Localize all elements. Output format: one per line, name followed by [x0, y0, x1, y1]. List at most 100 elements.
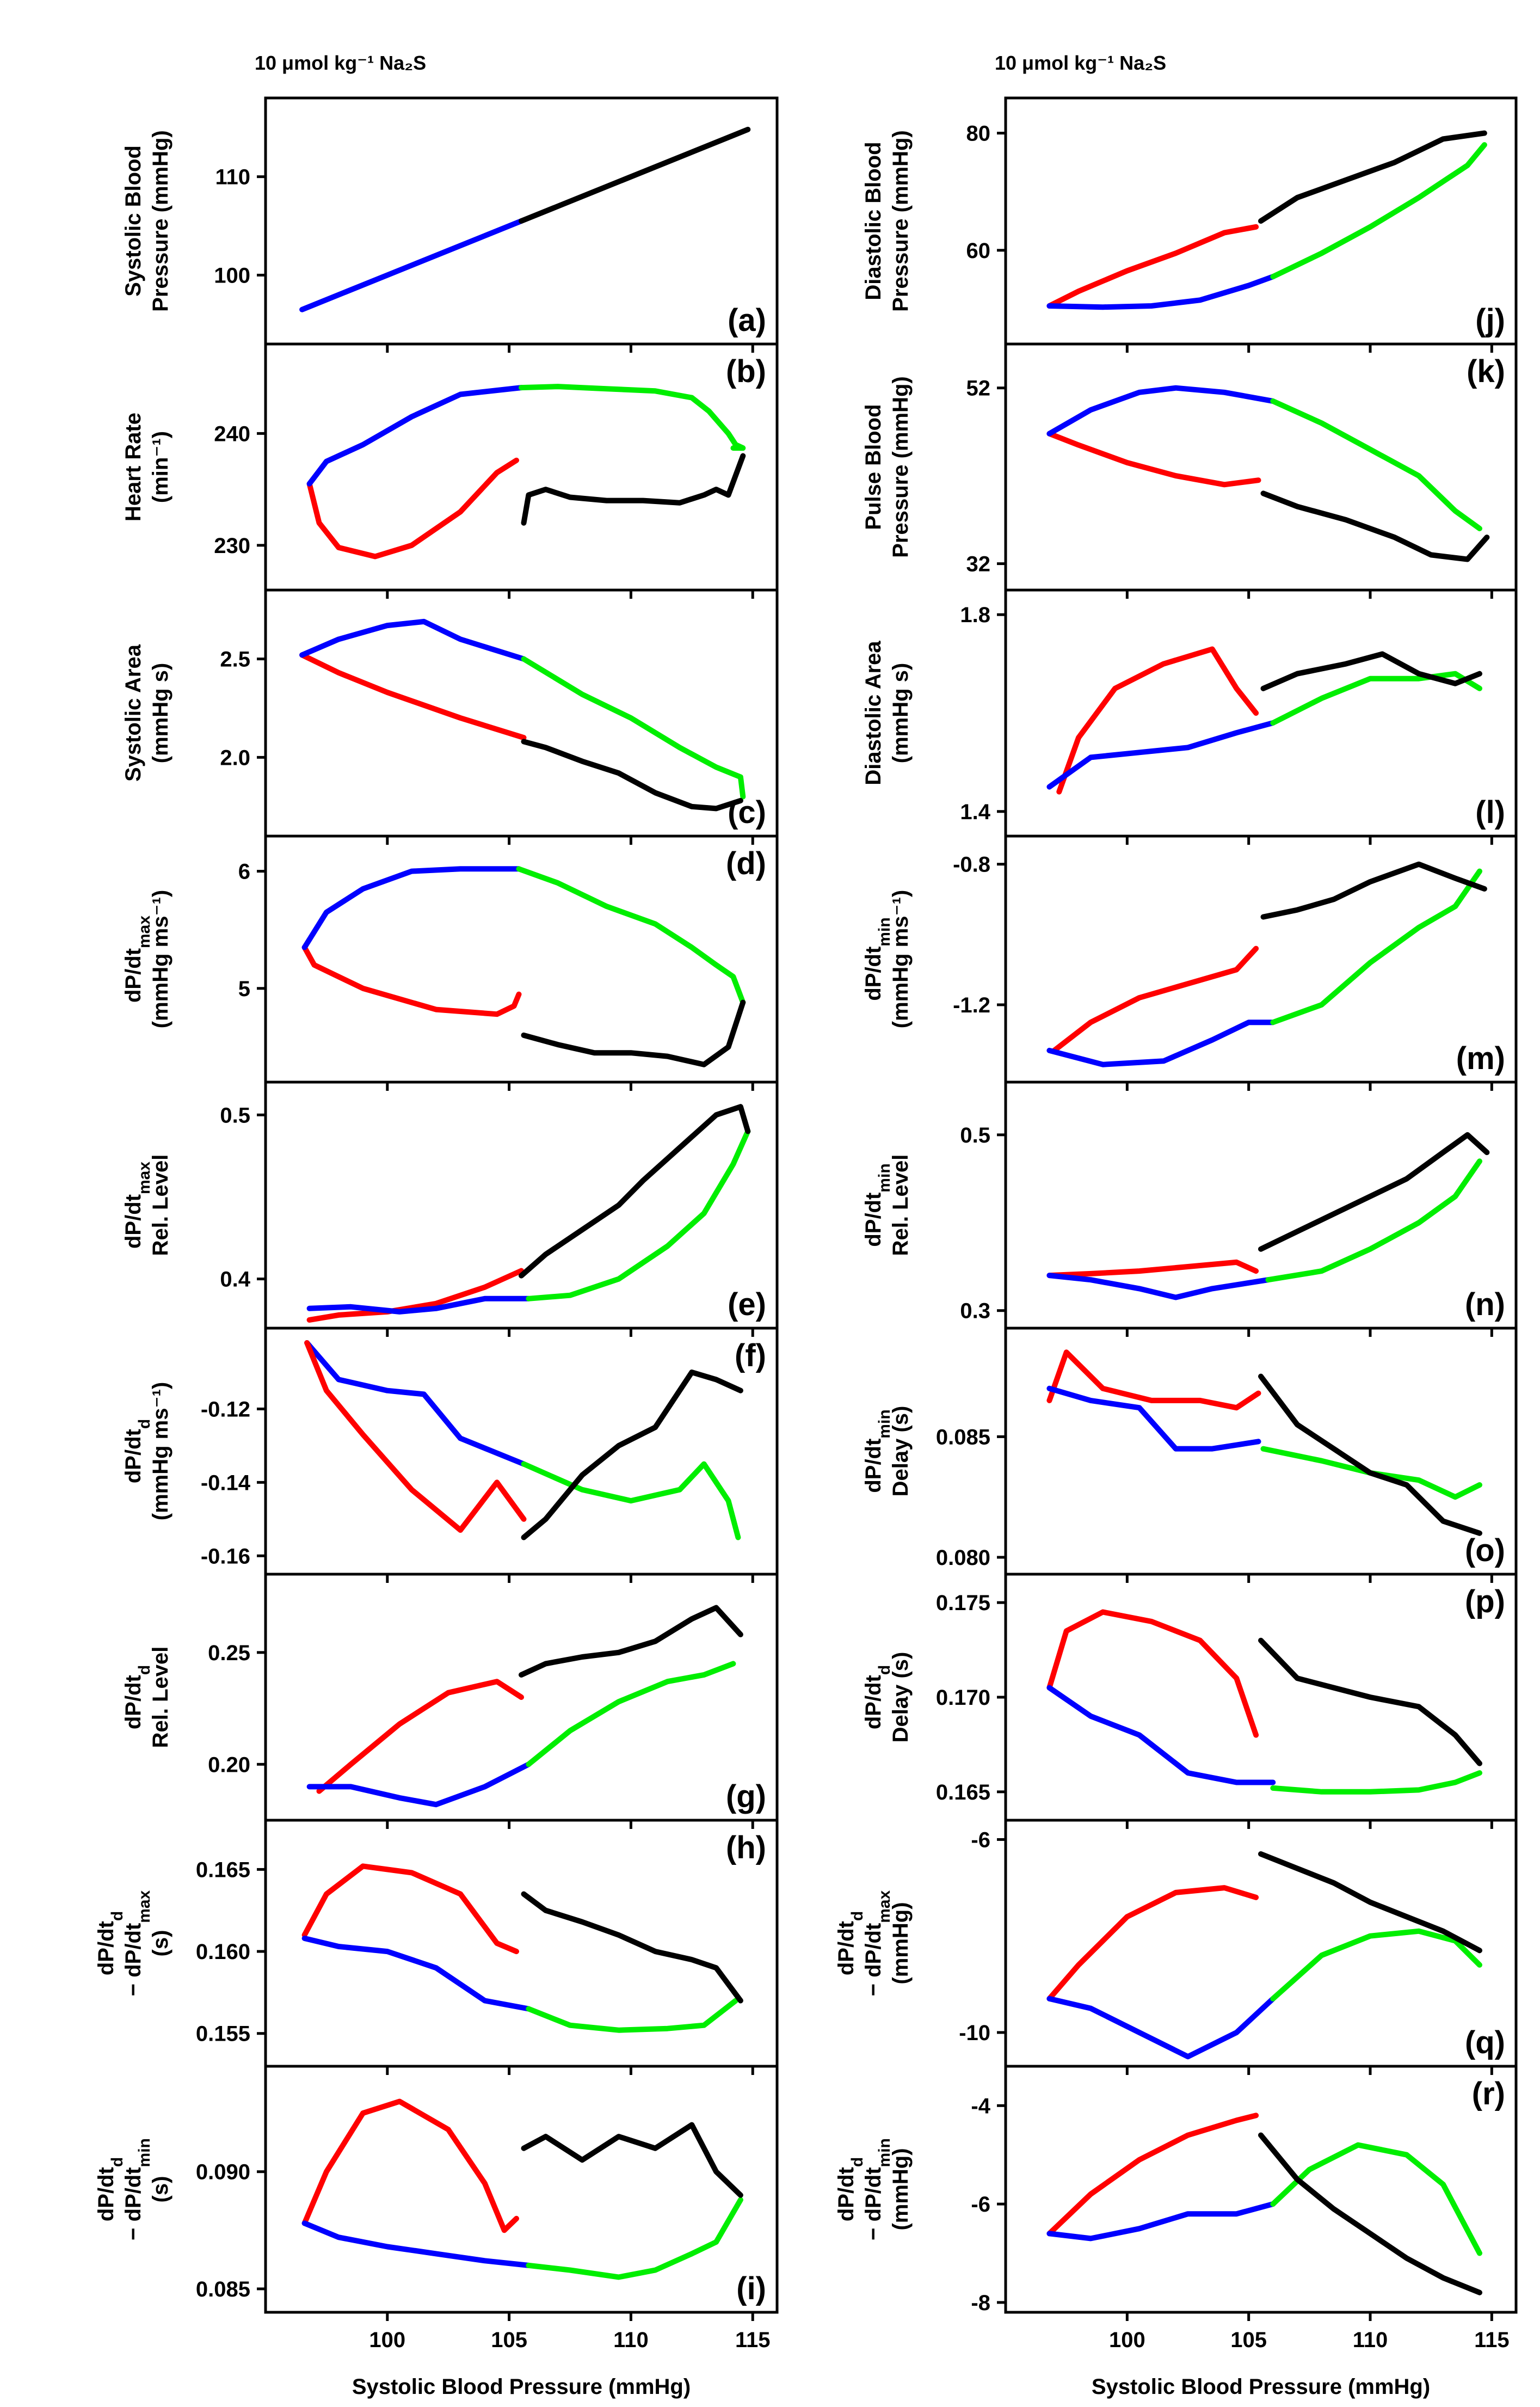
panel-frame-r: [1004, 2065, 1518, 2314]
ylabel-a-1: Pressure (mmHg): [149, 130, 173, 311]
series-g-red: [316, 1679, 524, 1794]
panel-label-j: (j): [1475, 303, 1505, 338]
ytick-label-h-2: 0.165: [196, 1858, 250, 1882]
panel-h: 0.155 0.160 0.165 (h) dP/dtd− dP/dtmax(s): [94, 1819, 779, 2075]
series-m-black: [1260, 861, 1487, 920]
xtick-label-i-1: 105: [491, 2328, 527, 2352]
panel-label-n: (n): [1465, 1287, 1505, 1322]
series-b-green: [519, 384, 746, 451]
series-c-green: [521, 656, 746, 800]
ytick-label-j-0: 60: [966, 239, 991, 263]
ylabel-d-1: (mmHg ms⁻¹): [149, 890, 173, 1028]
panel-label-q: (q): [1465, 2025, 1505, 2060]
ylabel-i-0: dP/dtd: [94, 2157, 126, 2221]
series-l-black: [1260, 651, 1482, 691]
series-p-blue: [1046, 1685, 1276, 1785]
series-o-red: [1046, 1349, 1261, 1411]
ylabel-r-0: dP/dtd: [834, 2157, 866, 2221]
series-d-green: [516, 866, 746, 1005]
series-b-red: [306, 457, 519, 560]
xtick-label-r-2: 110: [1353, 2328, 1388, 2352]
ylabel-j-1: Pressure (mmHg): [889, 130, 913, 311]
ytick-label-n-1: 0.5: [960, 1123, 990, 1147]
series-l-blue: [1046, 720, 1276, 790]
ytick-label-g-1: 0.25: [208, 1641, 250, 1665]
ylabel-o-0: dP/dtmin: [861, 1409, 894, 1493]
series-p-black: [1258, 1637, 1482, 1766]
ytick-label-h-1: 0.160: [196, 1940, 250, 1964]
ylabel-c-0: Systolic Area: [121, 644, 145, 782]
ytick-label-o-0: 0.080: [936, 1546, 990, 1570]
series-c-blue: [299, 618, 527, 662]
series-h-blue: [301, 1936, 532, 2012]
series-e-green: [526, 1128, 751, 1301]
series-n-black: [1258, 1132, 1490, 1252]
series-j-black: [1258, 130, 1487, 224]
ylabel-g-1: Rel. Level: [149, 1647, 173, 1748]
ytick-label-h-0: 0.155: [196, 2022, 250, 2046]
xlabel-column-2: Systolic Blood Pressure (mmHg): [1092, 2375, 1430, 2399]
series-o-blue: [1046, 1385, 1261, 1452]
series-c-red: [299, 652, 527, 741]
series-d-black: [521, 999, 746, 1067]
ytick-label-l-0: 1.4: [960, 800, 990, 824]
ytick-label-i-1: 0.090: [196, 2160, 250, 2184]
ytick-label-c-0: 2.0: [220, 746, 250, 770]
panel-a: 100 110 (a) Systolic Blood Pressure (mmHg) 10…: [121, 52, 779, 353]
series-f-green: [521, 1461, 741, 1540]
series-r-black: [1258, 2132, 1482, 2295]
panel-k: 32 52 (k) Pulse Blood Pressure (mmHg): [861, 342, 1518, 599]
ylabel-q-0: dP/dtd: [834, 1911, 866, 1975]
series-n-green: [1265, 1158, 1482, 1283]
ytick-label-p-0: 0.165: [936, 1780, 990, 1804]
ytick-label-p-2: 0.175: [936, 1591, 990, 1615]
ylabel-e-1: Rel. Level: [149, 1155, 173, 1256]
xtick-label-i-3: 115: [735, 2328, 771, 2352]
series-e-black: [519, 1104, 751, 1279]
series-a-black: [519, 126, 751, 224]
panel-label-d: (d): [726, 846, 766, 881]
ylabel-n-0: dP/dtmin: [861, 1163, 894, 1247]
series-k-red: [1046, 431, 1261, 488]
series-k-black: [1260, 490, 1490, 562]
ytick-label-q-1: -6: [971, 1828, 990, 1852]
panel-j: 60 80 (j) Diastolic Blood Pressure (mmHg) 10 …: [861, 52, 1518, 353]
ytick-label-e-0: 0.4: [220, 1268, 250, 1292]
column-title-2: 10 μmol kg⁻¹ Na₂S: [995, 52, 1166, 74]
series-h-black: [521, 1891, 743, 2004]
ylabel-k-0: Pulse Blood: [861, 404, 885, 530]
series-m-red: [1051, 945, 1259, 1053]
series-b-blue: [306, 385, 524, 487]
series-m-green: [1270, 868, 1482, 1026]
ytick-label-k-0: 32: [966, 552, 991, 576]
ylabel-q-1: − dP/dtmax: [861, 1890, 894, 1996]
series-f-black: [521, 1370, 743, 1540]
series-i-black: [521, 2122, 743, 2198]
ytick-label-f-2: -0.12: [201, 1397, 250, 1421]
ylabel-h-0: dP/dtd: [94, 1911, 126, 1975]
series-e-blue: [306, 1295, 532, 1315]
panel-label-l: (l): [1475, 795, 1505, 830]
ytick-label-r-1: -6: [971, 2193, 990, 2216]
panel-label-o: (o): [1465, 1533, 1505, 1568]
ytick-label-r-0: -8: [971, 2291, 990, 2315]
series-r-blue: [1046, 2201, 1276, 2242]
ylabel-o-1: Delay (s): [889, 1406, 913, 1497]
series-f-blue: [304, 1340, 527, 1467]
series-i-blue: [301, 2220, 532, 2268]
xtick-label-r-0: 100: [1109, 2328, 1145, 2352]
ylabel-n-1: Rel. Level: [889, 1155, 913, 1256]
series-j-red: [1046, 224, 1259, 309]
series-d-blue: [301, 866, 522, 950]
column-title-1: 10 μmol kg⁻¹ Na₂S: [255, 52, 426, 74]
panel-label-r: (r): [1472, 2076, 1505, 2111]
series-i-red: [301, 2098, 519, 2233]
ylabel-i-1: − dP/dtmin: [121, 2138, 153, 2240]
ytick-label-l-1: 1.8: [960, 603, 990, 627]
panel-label-k: (k): [1467, 354, 1505, 389]
panel-label-b: (b): [726, 354, 766, 389]
ylabel-r-2: (mmHg): [889, 2148, 913, 2230]
